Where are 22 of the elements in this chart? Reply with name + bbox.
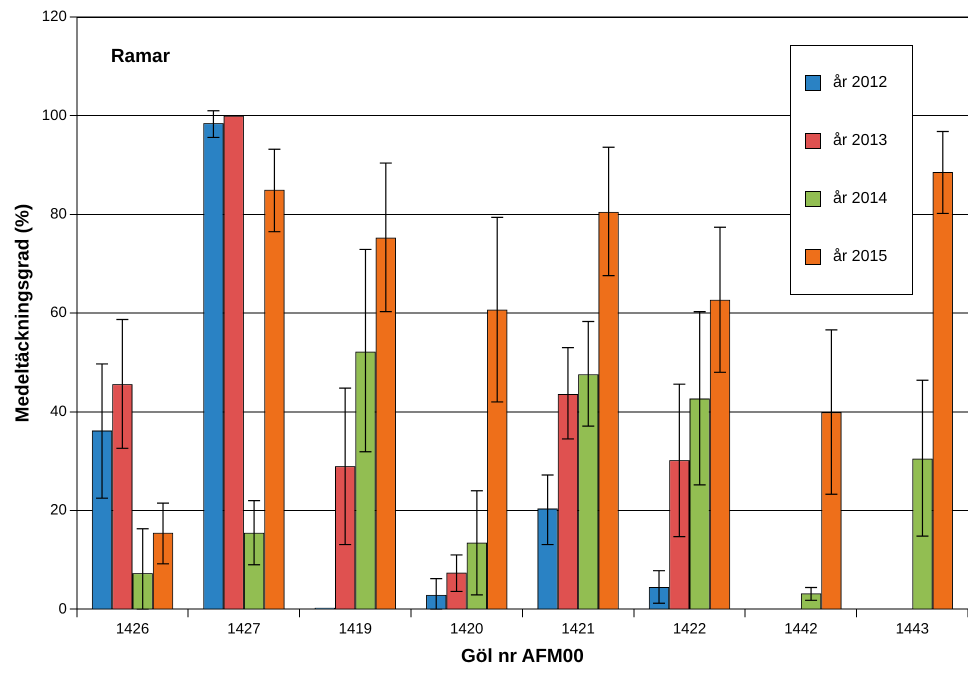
y-tick-label: 120 xyxy=(42,8,67,26)
y-axis-title: Medeltäckningsgrad (%) xyxy=(12,204,34,422)
x-tick-label: 1421 xyxy=(561,620,595,638)
x-tick-label: 1422 xyxy=(672,620,706,638)
x-tick-label: 1419 xyxy=(338,620,372,638)
y-tick-label: 100 xyxy=(42,106,67,124)
y-tick-label: 40 xyxy=(50,402,67,420)
y-tick-label: 80 xyxy=(50,206,67,223)
annotation: Ramar xyxy=(110,46,171,68)
x-tick-label: 1443 xyxy=(896,620,929,638)
legend-label: år 2015 xyxy=(833,248,888,266)
x-tick-label: 1427 xyxy=(227,620,261,638)
legend-label: år 2013 xyxy=(833,132,888,150)
x-axis-title: Göl nr AFM00 xyxy=(461,646,584,667)
y-tick-label: 20 xyxy=(50,502,67,519)
x-tick-label: 1442 xyxy=(784,620,818,638)
legend-label: år 2014 xyxy=(833,190,888,208)
x-tick-label: 1420 xyxy=(450,620,484,638)
x-tick-label: 1426 xyxy=(116,620,150,638)
legend-label: år 2012 xyxy=(833,74,888,92)
y-tick-label: 60 xyxy=(50,304,67,322)
y-tick-label: 0 xyxy=(58,600,67,618)
